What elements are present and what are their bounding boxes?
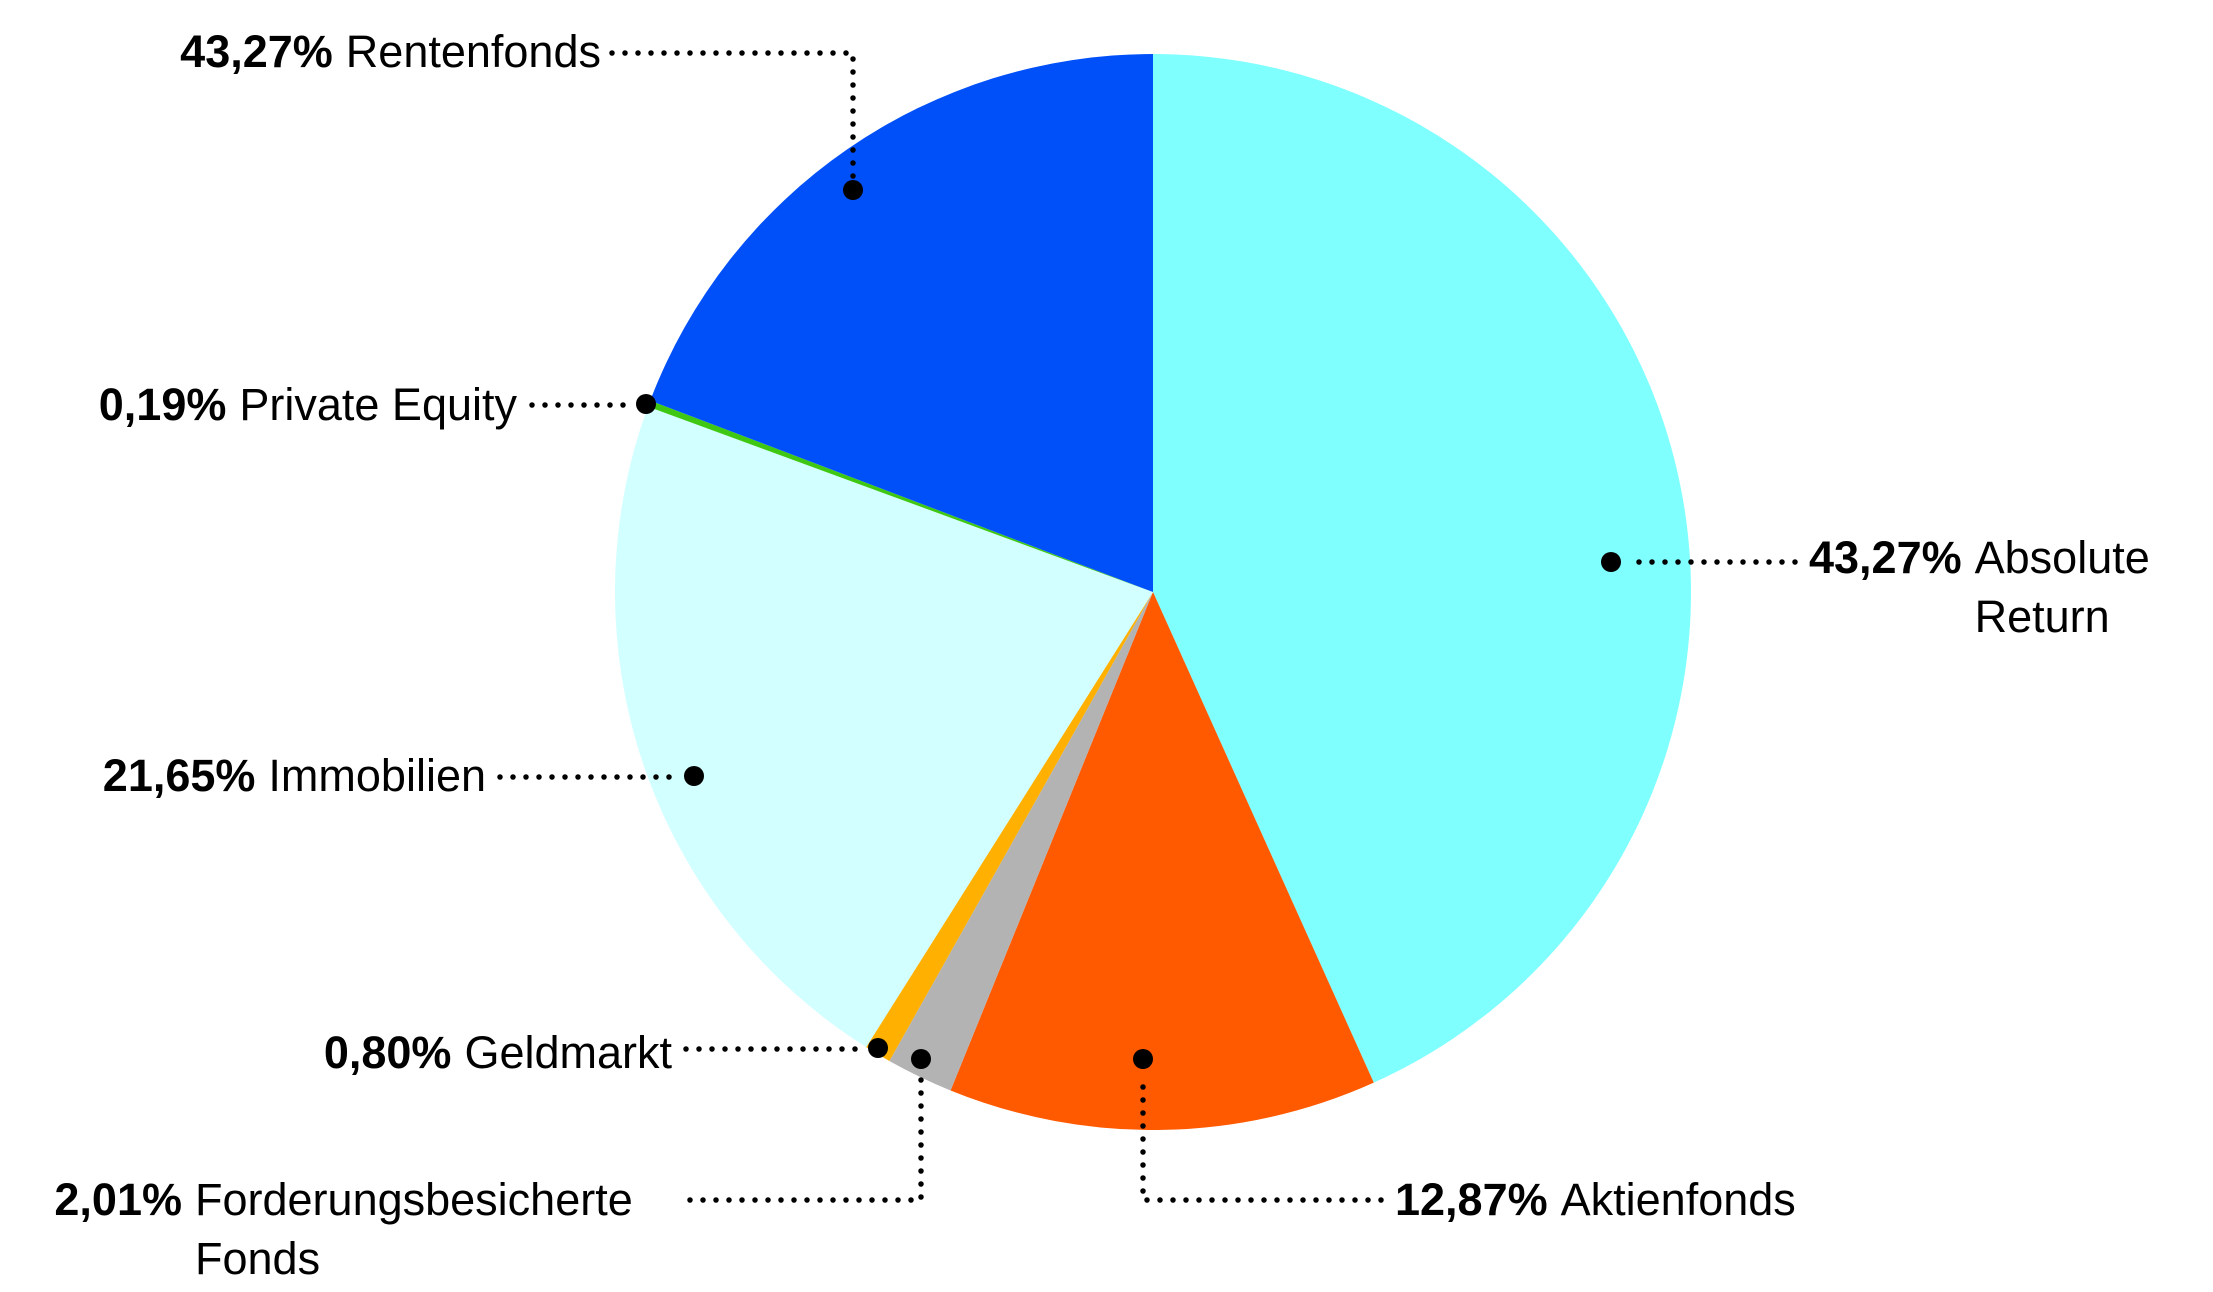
leader-forderungsbesicherte-fonds <box>687 1075 924 1203</box>
pie-slice-rentenfonds <box>650 53 1153 592</box>
leader-aktienfonds <box>1140 1075 1384 1203</box>
pie-slice-aktienfonds <box>950 592 1374 1130</box>
label-absolute-return-text: Absolute Return <box>1974 532 2150 642</box>
pie-slice-absolute-return <box>1153 54 1691 1083</box>
label-immobilien: 21,65% Immobilien <box>103 747 486 806</box>
label-rentenfonds: 43,27% Rentenfonds <box>180 23 601 82</box>
leader-rentenfonds <box>609 50 856 181</box>
pie-slice-private-equity <box>647 400 1153 592</box>
label-absolute-return-value: 43,27% <box>1809 532 1962 583</box>
anchor-dot-private-equity <box>636 394 656 414</box>
label-aktienfonds-text: Aktienfonds <box>1560 1174 1796 1225</box>
label-private-equity: 0,19% Private Equity <box>99 376 517 435</box>
anchor-dot-rentenfonds <box>843 180 863 200</box>
label-rentenfonds-value: 43,27% <box>180 26 333 77</box>
label-forderungsbesicherte-fonds-text: Forderungsbesicherte Fonds <box>195 1174 633 1284</box>
label-geldmarkt: 0,80% Geldmarkt <box>324 1024 672 1083</box>
anchor-dot-immobilien <box>684 766 704 786</box>
anchor-dot-geldmarkt <box>868 1038 888 1058</box>
label-forderungsbesicherte-fonds-value: 2,01% <box>54 1174 182 1225</box>
pie-slice-geldmarkt <box>866 592 1153 1061</box>
anchor-dot-aktienfonds <box>1133 1049 1153 1069</box>
label-immobilien-text: Immobilien <box>268 750 486 801</box>
label-aktienfonds-value: 12,87% <box>1395 1174 1548 1225</box>
label-rentenfonds-text: Rentenfonds <box>345 26 601 77</box>
label-aktienfonds: 12,87% Aktienfonds <box>1395 1171 1796 1230</box>
anchor-dot-forderungsbesicherte-fonds <box>911 1049 931 1069</box>
pie-slices-group <box>614 53 1691 1130</box>
pie-slice-forderungsbesicherte-fonds <box>889 592 1153 1091</box>
label-immobilien-value: 21,65% <box>102 750 256 801</box>
pie-slice-immobilien <box>614 406 1153 1048</box>
label-private-equity-value: 0,19% <box>98 379 227 430</box>
anchor-dot-absolute-return <box>1601 552 1621 572</box>
label-forderungsbesicherte-fonds: 2,01% Forderungsbesicherte Fonds <box>54 1171 665 1288</box>
label-absolute-return: 43,27% Absolute Return <box>1809 529 2180 646</box>
label-geldmarkt-value: 0,80% <box>323 1027 452 1078</box>
label-geldmarkt-text: Geldmarkt <box>464 1027 672 1078</box>
label-private-equity-text: Private Equity <box>239 379 517 430</box>
